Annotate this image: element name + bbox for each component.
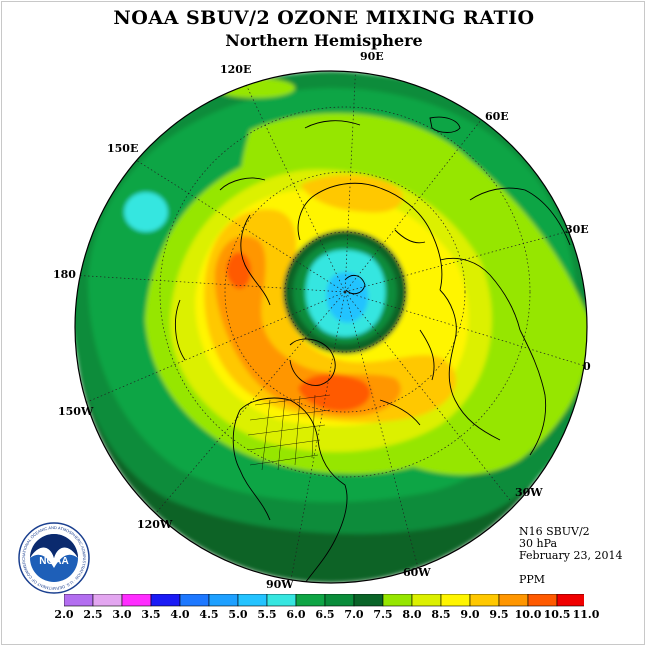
colorbar-swatch — [295, 594, 326, 607]
lon-label-90e: 90E — [360, 50, 384, 63]
lon-label-0: 0 — [583, 360, 591, 373]
colorbar-swatch — [498, 594, 529, 607]
lon-label-90w: 90W — [266, 578, 294, 591]
graticule — [75, 71, 586, 583]
ozone-band-5p5-pacific — [124, 192, 168, 232]
colorbar-tick-label: 6.5 — [315, 608, 335, 621]
lon-label-150w: 150W — [58, 405, 94, 418]
map-border — [74, 70, 588, 584]
ozone-band-10p0-west — [226, 252, 251, 289]
colorbar-tick-label: 8.5 — [431, 608, 451, 621]
colorbar-swatch — [179, 594, 210, 607]
colorbar-swatch — [150, 594, 181, 607]
ozone-band-9p5 — [214, 236, 401, 417]
colorbar-tick-label: 3.0 — [112, 608, 132, 621]
colorbar-tick-label: 2.5 — [83, 608, 103, 621]
colorbar-tick-label: 9.5 — [489, 608, 509, 621]
colorbar-tick-label: 9.0 — [460, 608, 480, 621]
ozone-band-5p0-vortex — [326, 272, 369, 323]
colorbar-tick-label: 2.0 — [54, 608, 74, 621]
colorbar-tick-label: 7.0 — [344, 608, 364, 621]
lon-label-120e: 120E — [220, 63, 252, 76]
ozone-band-10p0 — [298, 374, 371, 411]
colorbar-tick-label: 5.5 — [257, 608, 277, 621]
colorbar-tick-label: 6.0 — [286, 608, 306, 621]
lon-label-60e: 60E — [485, 110, 509, 123]
colorbar-tick-label: 4.5 — [199, 608, 219, 621]
ozone-band-7p5-top — [215, 78, 295, 98]
ozone-band-9p0-north — [300, 174, 403, 213]
colorbar-swatch — [237, 594, 268, 607]
colorbar-swatch — [411, 594, 442, 607]
colorbar-swatch — [121, 594, 152, 607]
noaa-logo: NOAA NATIONAL OCEANIC AND ATMOSPHERIC AD… — [18, 522, 90, 594]
colorbar-tick-label: 8.0 — [402, 608, 422, 621]
instrument-label: N16 SBUV/2 — [519, 525, 590, 538]
logo-text: NOAA — [39, 556, 68, 567]
lon-label-30w: 30W — [515, 486, 543, 499]
lon-label-60w: 60W — [403, 566, 431, 579]
map-title: NOAA SBUV/2 OZONE MIXING RATIO — [113, 7, 535, 29]
colorbar-swatch — [382, 594, 413, 607]
political-boundaries — [247, 394, 331, 471]
lon-label-120w: 120W — [137, 518, 173, 531]
colorbar-tick-label: 3.5 — [141, 608, 161, 621]
lon-label-30e: 30E — [565, 223, 589, 236]
colorbar-tick-label: 5.0 — [228, 608, 248, 621]
date-label: February 23, 2014 — [519, 549, 623, 562]
colorbar-tick-label: 4.0 — [170, 608, 190, 621]
colorbar-swatch — [527, 594, 558, 607]
colorbar-swatch — [556, 594, 584, 607]
colorbar-swatch — [440, 594, 471, 607]
colorbar-swatch — [92, 594, 123, 607]
lon-label-150e: 150E — [107, 142, 139, 155]
colorbar-swatch — [266, 594, 297, 607]
colorbar-swatch — [353, 594, 384, 607]
map-subtitle: Northern Hemisphere — [225, 31, 423, 50]
colorbar-tick-label: 7.5 — [373, 608, 393, 621]
lon-label-180: 180 — [53, 268, 76, 281]
colorbar-swatch — [324, 594, 355, 607]
pressure-level-label: 30 hPa — [519, 537, 558, 550]
colorbar-swatch — [208, 594, 239, 607]
colorbar-tick-label: 10.0 — [514, 608, 542, 621]
colorbar-tick-label: 10.5 — [543, 608, 571, 621]
colorbar-tick-label: 11.0 — [572, 608, 600, 621]
colorbar — [64, 594, 584, 607]
units-label: PPM — [519, 573, 546, 586]
colorbar-swatch — [64, 594, 94, 607]
colorbar-swatch — [469, 594, 500, 607]
